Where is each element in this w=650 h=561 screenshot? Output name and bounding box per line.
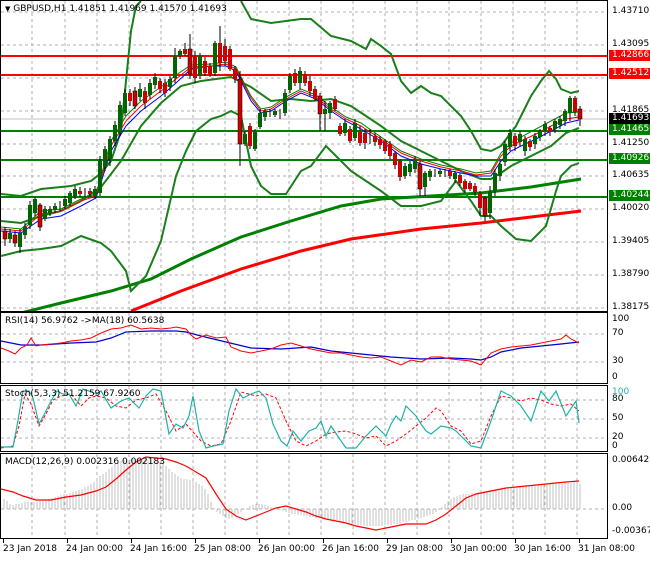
rsi-label: RSI(14) 56.9762 ->MA(18) 60.5638 — [5, 316, 165, 326]
macd-tick: -0.003674 — [612, 526, 650, 536]
current-price-tag: 1.41693 — [609, 113, 650, 124]
time-label: 23 Jan 2018 — [3, 544, 57, 554]
macd-canvas — [1, 454, 607, 538]
support-tag: 1.40244 — [609, 190, 650, 201]
chart-title: ▼ GBPUSD,H1 1.41851 1.41969 1.41570 1.41… — [5, 4, 227, 14]
price-tick: 1.40020 — [612, 203, 650, 213]
price-tick: 1.41250 — [612, 138, 650, 148]
ohlc-low: 1.41570 — [149, 4, 187, 14]
ohlc-close: 1.41693 — [189, 4, 227, 14]
price-chart-panel[interactable]: ▼ GBPUSD,H1 1.41851 1.41969 1.41570 1.41… — [0, 0, 608, 312]
ohlc-open: 1.41851 — [69, 4, 107, 14]
time-label: 26 Jan 16:00 — [322, 544, 379, 554]
time-label: 29 Jan 08:00 — [386, 544, 443, 554]
macd-histogram — [3, 459, 581, 526]
support-tag: 1.41465 — [609, 124, 650, 135]
price-tick: 1.38790 — [612, 269, 650, 279]
price-chart-canvas — [1, 1, 607, 311]
macd-panel[interactable]: MACD(12,26,9) 0.002316 0.002183 — [0, 453, 608, 539]
stochastic-axis: 100 80 50 20 0 — [609, 385, 650, 452]
price-tick: 1.39405 — [612, 236, 650, 246]
support-tag: 1.40926 — [609, 153, 650, 164]
price-tick: 1.38175 — [612, 302, 650, 312]
stoch-tick: 50 — [612, 413, 624, 423]
price-tick: 1.40635 — [612, 170, 650, 180]
macd-label: MACD(12,26,9) 0.002316 0.002183 — [5, 457, 165, 467]
stoch-tick: 80 — [612, 394, 624, 404]
candle-bodies — [2, 43, 583, 247]
stoch-tick: 100 — [612, 387, 630, 397]
rsi-tick: 70 — [612, 328, 624, 338]
time-label: 30 Jan 00:00 — [450, 544, 507, 554]
stochastic-panel[interactable]: Stoch(5,3,3) 51.2159 67.9260 — [0, 385, 608, 452]
time-label: 26 Jan 00:00 — [258, 544, 315, 554]
time-label: 24 Jan 16:00 — [130, 544, 187, 554]
rsi-axis: 100 70 30 0 — [609, 312, 650, 384]
rsi-tick: 100 — [612, 314, 630, 324]
macd-tick: 0.00 — [612, 503, 633, 513]
resistance-tag: 1.42866 — [609, 50, 650, 61]
price-tick: 1.43710 — [612, 6, 650, 16]
time-label: 24 Jan 00:00 — [66, 544, 123, 554]
stoch-tick: 0 — [612, 441, 618, 451]
rsi-tick: 30 — [612, 356, 624, 366]
dropdown-triangle-icon[interactable]: ▼ — [5, 5, 11, 13]
ohlc-high: 1.41969 — [109, 4, 147, 14]
time-label: 25 Jan 08:00 — [194, 544, 251, 554]
stochastic-label: Stoch(5,3,3) 51.2159 67.9260 — [5, 389, 141, 399]
price-tick: 1.41865 — [612, 105, 650, 115]
price-axis[interactable]: 1.43710 1.43095 1.41865 1.41250 1.40635 … — [609, 0, 650, 312]
time-axis[interactable]: 23 Jan 2018 24 Jan 00:00 24 Jan 16:00 25… — [0, 538, 635, 561]
rsi-canvas — [1, 313, 607, 383]
rsi-panel[interactable]: RSI(14) 56.9762 ->MA(18) 60.5638 — [0, 312, 608, 384]
rsi-tick: 0 — [612, 372, 618, 382]
stoch-tick: 20 — [612, 432, 624, 442]
symbol-timeframe: GBPUSD,H1 — [13, 4, 67, 14]
time-label: 31 Jan 08:00 — [578, 544, 635, 554]
time-label: 30 Jan 16:00 — [514, 544, 571, 554]
stochastic-canvas — [1, 386, 607, 451]
price-tick: 1.43095 — [612, 39, 650, 49]
resistance-tag: 1.42512 — [609, 68, 650, 79]
macd-axis: 0.006428 0.00 -0.003674 — [609, 453, 650, 539]
support-lines — [1, 130, 607, 198]
macd-tick: 0.006428 — [612, 455, 650, 465]
